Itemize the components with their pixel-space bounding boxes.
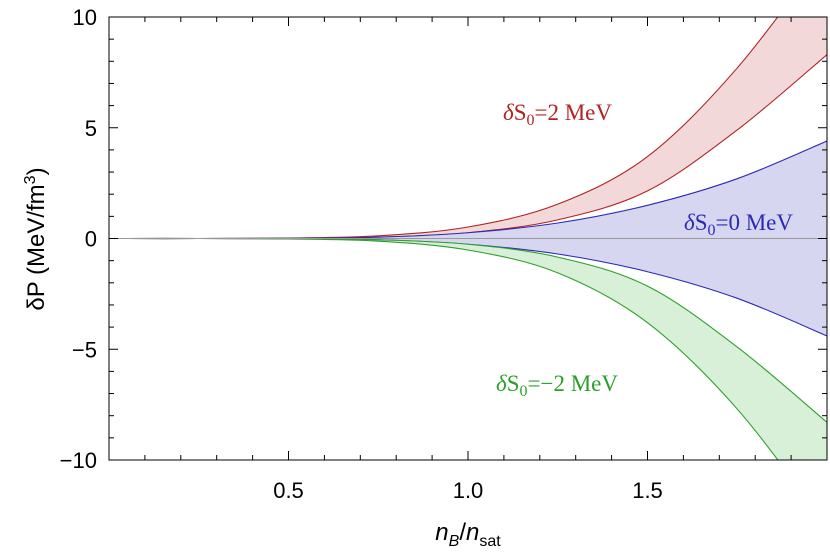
band-area-2 [109, 238, 827, 460]
x-axis-title: nB/nsat [435, 519, 501, 550]
annotation-dS0-2: δS0=2 MeV [503, 100, 612, 129]
band-area-0 [109, 17, 827, 239]
y-tick-label: −5 [72, 337, 97, 362]
y-axis-title: δP (MeV/fm3) [22, 167, 50, 310]
annotation-dS0-0: δS0=0 MeV [684, 210, 793, 239]
x-tick-label: 1.0 [453, 478, 484, 503]
annotation-dS0-neg2: δS0=−2 MeV [496, 371, 618, 400]
y-tick-label: 5 [85, 116, 97, 141]
y-tick-label: 0 [85, 227, 97, 252]
y-tick-label: 10 [73, 5, 97, 30]
x-tick-label: 0.5 [273, 478, 304, 503]
bands [109, 17, 827, 460]
x-tick-label: 1.5 [632, 478, 663, 503]
ticks: 0.5 1.0 1.5 −10 −5 0 5 10 [60, 5, 827, 503]
y-tick-label: −10 [60, 448, 97, 473]
